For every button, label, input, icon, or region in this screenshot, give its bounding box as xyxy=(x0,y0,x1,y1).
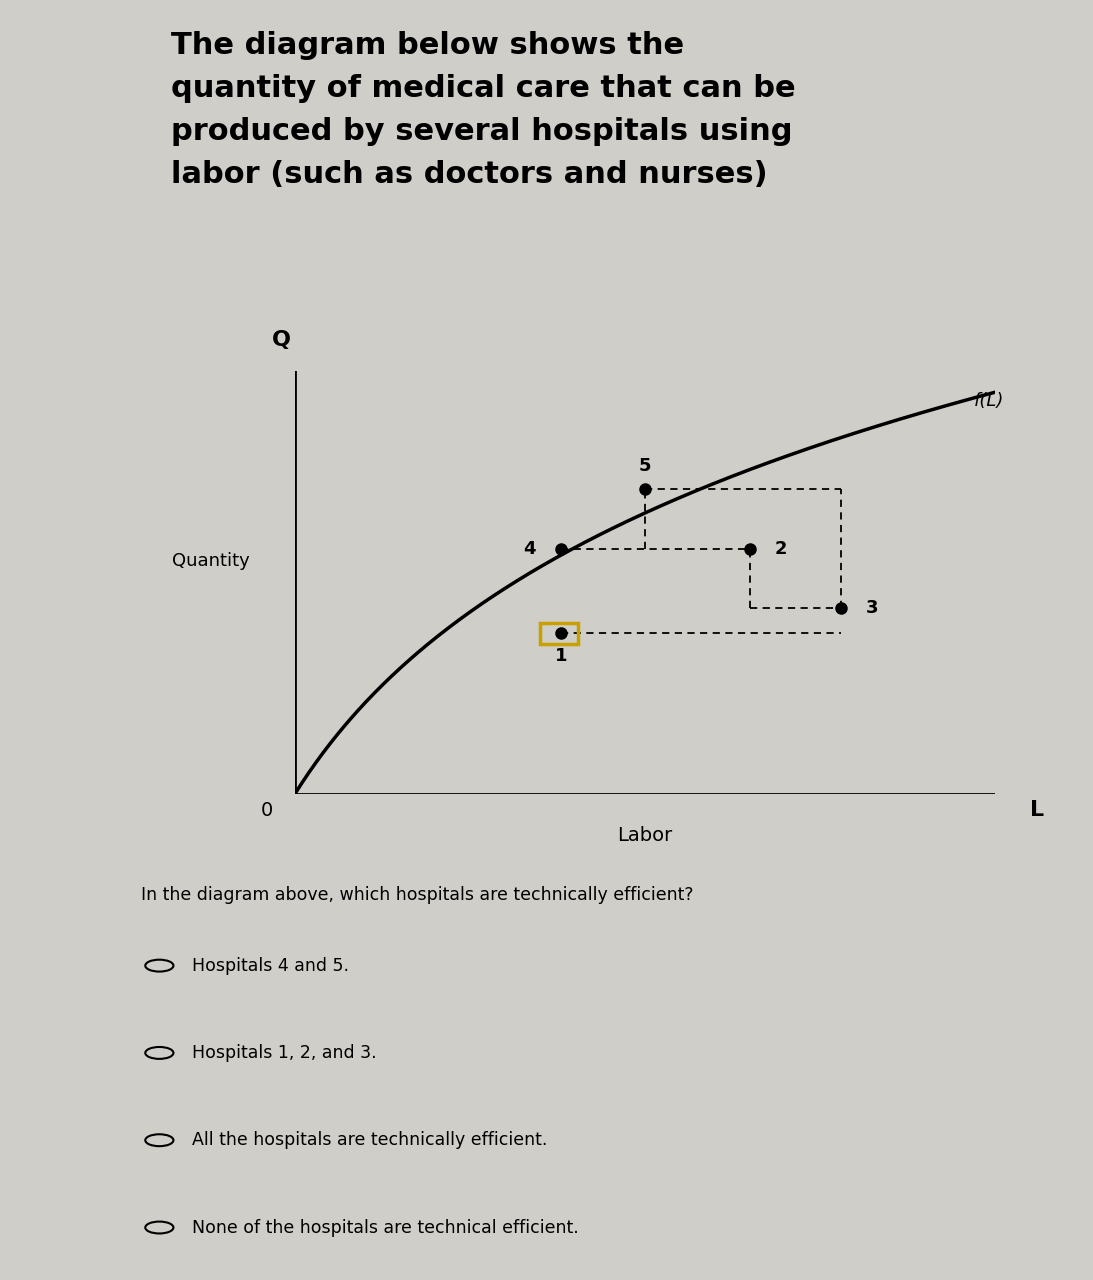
Text: 4: 4 xyxy=(524,540,536,558)
Text: In the diagram above, which hospitals are technically efficient?: In the diagram above, which hospitals ar… xyxy=(141,886,693,904)
Bar xyxy=(540,623,578,644)
Text: Q: Q xyxy=(272,330,291,349)
Text: None of the hospitals are technical efficient.: None of the hospitals are technical effi… xyxy=(192,1219,579,1236)
Text: Hospitals 1, 2, and 3.: Hospitals 1, 2, and 3. xyxy=(192,1044,377,1062)
Text: L: L xyxy=(1030,800,1044,820)
Text: 1: 1 xyxy=(554,648,567,666)
Text: Quantity: Quantity xyxy=(173,552,250,571)
Text: 5: 5 xyxy=(638,457,651,475)
Text: 2: 2 xyxy=(775,540,788,558)
Text: Labor: Labor xyxy=(618,827,672,845)
Text: f(L): f(L) xyxy=(974,392,1004,410)
Text: The diagram below shows the
quantity of medical care that can be
produced by sev: The diagram below shows the quantity of … xyxy=(171,31,796,188)
Text: Hospitals 4 and 5.: Hospitals 4 and 5. xyxy=(192,956,350,974)
Text: 0: 0 xyxy=(261,801,273,820)
Text: All the hospitals are technically efficient.: All the hospitals are technically effici… xyxy=(192,1132,548,1149)
Text: 3: 3 xyxy=(866,599,879,617)
